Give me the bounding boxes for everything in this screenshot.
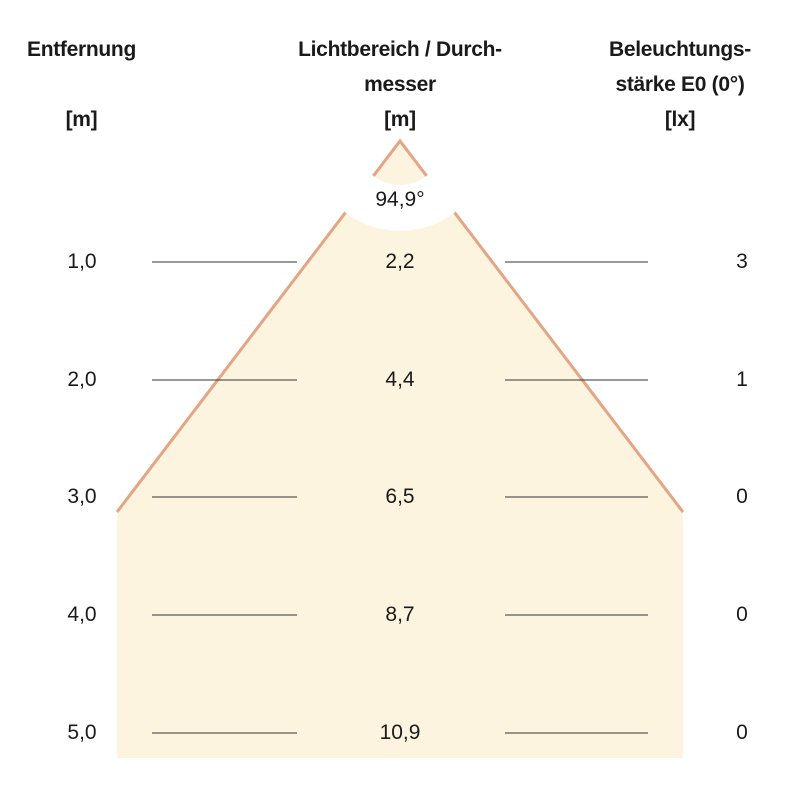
row-distance: 2,0 <box>67 368 97 391</box>
header-distance-title: Entfernung <box>27 38 136 61</box>
row-distance: 5,0 <box>67 721 97 744</box>
row-illuminance: 1 <box>736 368 748 391</box>
row-distance: 3,0 <box>67 485 97 508</box>
light-cone-edge <box>115 138 685 513</box>
row-diameter: 4,4 <box>385 368 415 391</box>
header-distance: Entfernung [m] <box>14 32 149 137</box>
header-illuminance-unit: [lx] <box>664 108 696 131</box>
row-diameter: 6,5 <box>385 485 415 508</box>
row-diameter: 8,7 <box>385 603 415 626</box>
header-diameter-title: Lichtbereich / Durch- <box>298 38 502 61</box>
row-distance: 1,0 <box>67 250 97 273</box>
header-illuminance: Beleuchtungs- stärke E0 (0°) [lx] <box>590 32 770 137</box>
light-cone-fill <box>117 141 683 758</box>
header-illuminance-title-cont: stärke E0 (0°) <box>615 73 745 96</box>
row-distance: 4,0 <box>67 603 97 626</box>
row-diameter: 2,2 <box>385 250 415 273</box>
header-diameter-title-cont: messer <box>364 73 436 96</box>
header-diameter-unit: [m] <box>384 108 416 131</box>
row-diameter: 10,9 <box>379 721 421 744</box>
row-illuminance: 3 <box>736 250 748 273</box>
header-illuminance-title: Beleuchtungs- <box>609 38 751 61</box>
header-diameter: Lichtbereich / Durch- messer [m] <box>250 32 550 137</box>
row-illuminance: 0 <box>736 485 748 508</box>
row-illuminance: 0 <box>736 603 748 626</box>
row-illuminance: 0 <box>736 721 748 744</box>
beam-angle-label: 94,9° <box>375 188 425 211</box>
header-distance-unit: [m] <box>65 108 98 131</box>
